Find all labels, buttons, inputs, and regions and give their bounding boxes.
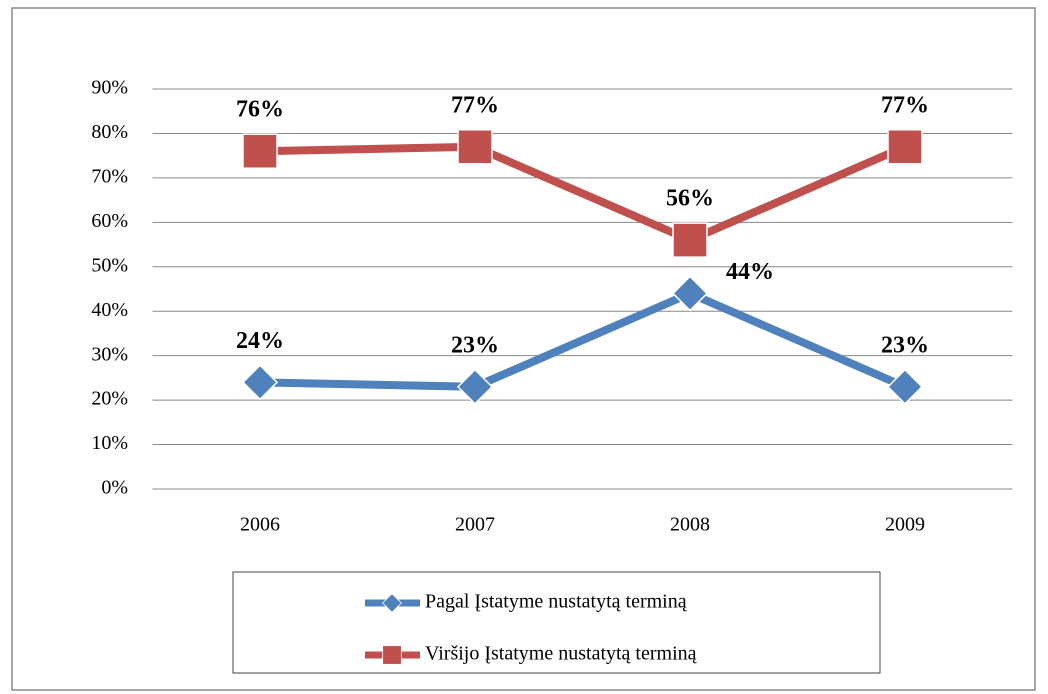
data-label: 77%	[881, 92, 929, 118]
legend-box	[232, 571, 881, 674]
y-tick-label: 30%	[91, 343, 128, 365]
data-label: 56%	[666, 186, 714, 212]
data-label: 76%	[236, 97, 284, 123]
y-tick-label: 50%	[91, 254, 128, 276]
data-point	[242, 133, 278, 169]
legend-marker	[382, 593, 402, 613]
y-tick-label: 20%	[91, 388, 128, 410]
data-label: 24%	[236, 328, 284, 354]
legend-marker	[382, 645, 402, 665]
series-line	[259, 289, 907, 391]
data-point	[671, 275, 709, 312]
x-tick-label: 2006	[240, 514, 280, 536]
y-tick-label: 40%	[91, 299, 128, 321]
data-point	[672, 222, 708, 258]
data-point	[241, 364, 279, 401]
data-label: 23%	[881, 332, 929, 358]
data-label: 77%	[451, 92, 499, 118]
legend-label: Pagal Įstatyme nustatytą terminą	[425, 591, 688, 613]
data-point	[886, 368, 924, 405]
y-tick-label: 90%	[91, 77, 128, 99]
data-label: 44%	[726, 259, 774, 285]
y-tick-label: 10%	[91, 432, 128, 454]
data-point	[456, 368, 494, 405]
x-tick-label: 2007	[455, 514, 495, 536]
series-line	[259, 142, 907, 245]
data-point	[887, 129, 923, 165]
x-tick-label: 2008	[670, 514, 710, 536]
y-tick-label: 70%	[91, 165, 128, 187]
y-tick-label: 80%	[91, 121, 128, 143]
y-tick-label: 60%	[91, 210, 128, 232]
x-tick-label: 2009	[885, 514, 925, 536]
data-point	[457, 129, 493, 165]
data-label: 23%	[451, 332, 499, 358]
y-tick-label: 0%	[101, 477, 128, 499]
legend-label: Viršijo Įstatyme nustatytą terminą	[425, 643, 698, 665]
